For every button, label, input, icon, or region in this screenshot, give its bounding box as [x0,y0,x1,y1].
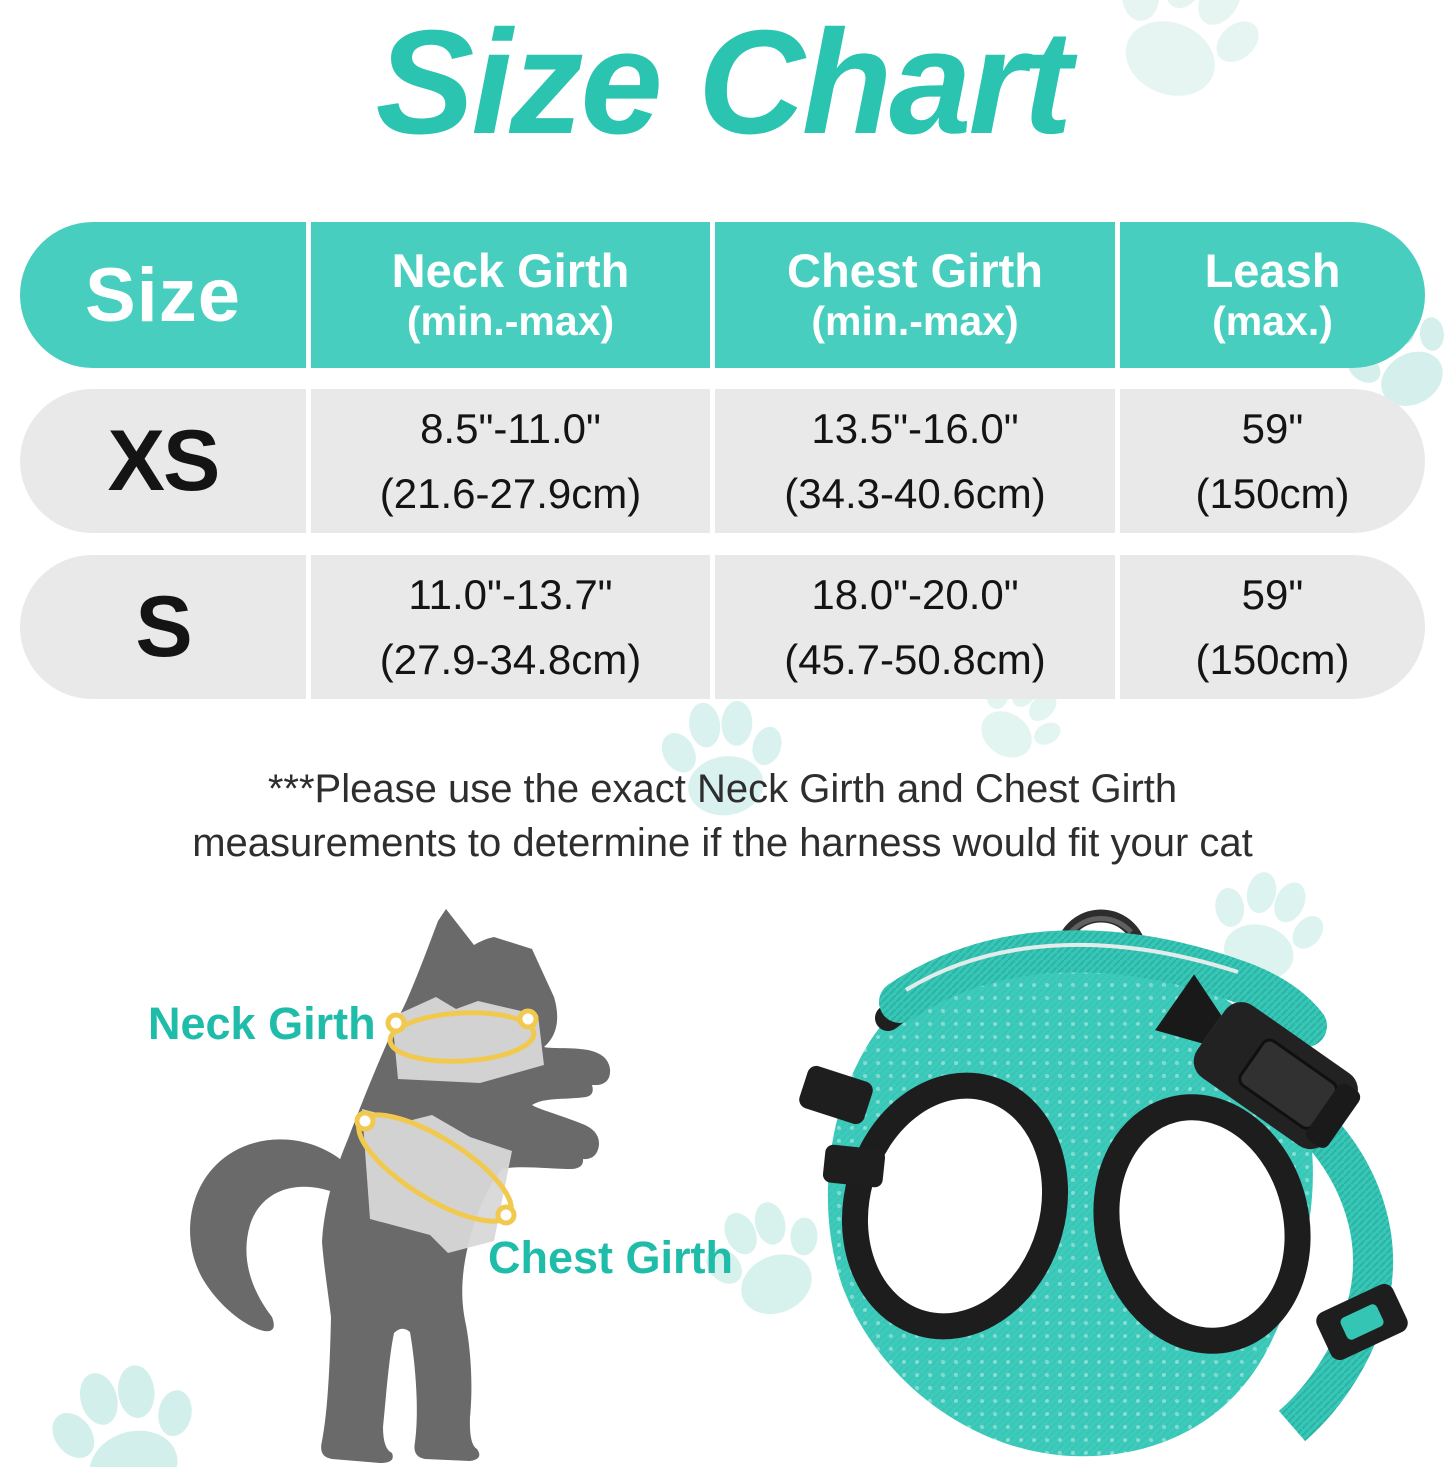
neck-girth-label: Neck Girth [148,998,376,1049]
header-neck-sub: (min.-max) [406,298,615,345]
neck-cm: (21.6-27.9cm) [379,470,642,517]
cell-leash: 59" (150cm) [1115,389,1425,533]
header-cell-chest-girth: Chest Girth (min.-max) [710,222,1115,368]
d-ring-highlight [1069,916,1133,934]
header-leash-label: Leash [1204,244,1341,298]
fit-note-line-2: measurements to determine if the harness… [192,821,1253,865]
table-header-row: Size Neck Girth (min.-max) Chest Girth (… [20,222,1425,368]
fit-note-line-1: ***Please use the exact Neck Girth and C… [267,767,1178,811]
chest-girth-measure-line [354,1110,517,1226]
cell-neck-girth: 11.0"-13.7" (27.9-34.8cm) [306,555,710,699]
header-size-label: Size [84,252,242,338]
table-row-xs: XS 8.5"-11.0" (21.6-27.9cm) 13.5"-16.0" … [20,389,1425,533]
size-value: S [135,578,192,675]
reflective-piping [904,942,1239,992]
chest-inches: 18.0"-20.0" [811,570,1019,618]
strap-adjuster [1316,1283,1408,1361]
size-value: XS [107,412,221,509]
neck-cm: (27.9-34.8cm) [379,636,642,683]
leash-cm: (150cm) [1195,636,1350,683]
cell-neck-girth: 8.5"-11.0" (21.6-27.9cm) [306,389,710,533]
header-cell-neck-girth: Neck Girth (min.-max) [306,222,710,368]
header-cell-leash: Leash (max.) [1115,222,1425,368]
cat-tail [190,1139,341,1332]
header-cell-size: Size [20,222,306,368]
strap-adjuster [822,1144,886,1188]
cat-silhouette-illustration [190,909,611,1463]
neck-girth-measure-line [385,1008,539,1064]
chest-girth-label: Chest Girth [488,1232,734,1283]
chest-inches: 13.5"-16.0" [811,404,1019,452]
cell-size: S [20,555,306,699]
chest-cm: (34.3-40.6cm) [784,470,1046,517]
cell-chest-girth: 18.0"-20.0" (45.7-50.8cm) [710,555,1115,699]
harness-product-photo [799,909,1408,1457]
top-strap [879,930,1327,1047]
header-neck-label: Neck Girth [391,244,630,298]
header-leash-sub: (max.) [1212,298,1333,345]
cell-leash: 59" (150cm) [1115,555,1425,699]
header-chest-sub: (min.-max) [811,298,1019,345]
body-opening [1093,1094,1311,1354]
cell-chest-girth: 13.5"-16.0" (34.3-40.6cm) [710,389,1115,533]
neck-inches: 11.0"-13.7" [408,570,613,618]
strap-adjuster [799,1065,873,1125]
neck-inches: 8.5"-11.0" [420,404,601,452]
leash-cm: (150cm) [1195,470,1350,517]
side-release-buckle [1155,974,1361,1150]
header-chest-label: Chest Girth [787,244,1043,298]
chest-cm: (45.7-50.8cm) [784,636,1046,683]
page-title: Size Chart [375,0,1073,165]
cell-size: XS [20,389,306,533]
leash-inches: 59" [1241,404,1304,452]
fit-note: ***Please use the exact Neck Girth and C… [0,762,1445,870]
table-row-s: S 11.0"-13.7" (27.9-34.8cm) 18.0"-20.0" … [20,555,1425,699]
leash-inches: 59" [1241,570,1304,618]
